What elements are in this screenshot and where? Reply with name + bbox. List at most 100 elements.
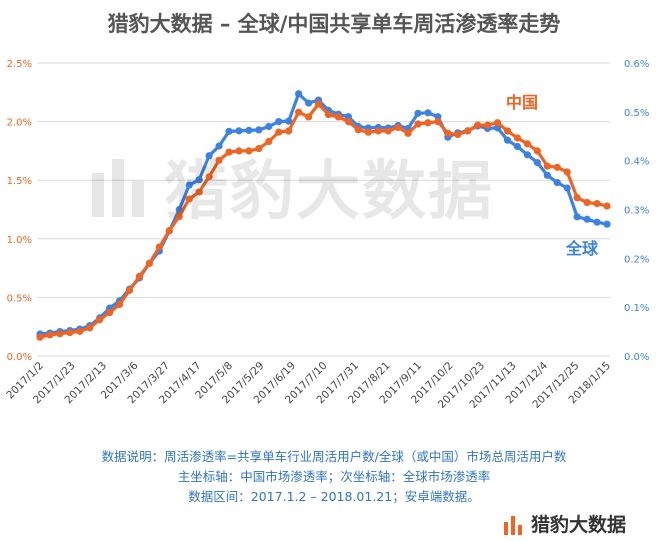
data-point-china [245, 147, 253, 155]
data-point-china [384, 127, 392, 135]
data-point-china [414, 120, 422, 128]
data-point-china [314, 100, 323, 108]
data-point-china [513, 134, 522, 142]
data-point-china [205, 173, 213, 181]
data-point-global [593, 218, 601, 226]
data-point-china [354, 126, 362, 134]
data-point-china [464, 127, 472, 135]
data-point-global [563, 184, 571, 192]
data-point-china [394, 123, 402, 132]
data-point-global [275, 118, 283, 126]
data-point-china [175, 212, 183, 221]
y-left-tick-label: 0.0% [7, 352, 32, 363]
data-point-china [523, 140, 532, 148]
data-point-global [185, 181, 193, 189]
data-point-global [533, 159, 541, 167]
data-point-china [444, 129, 452, 137]
line-chart: 0.0% 0.5% 1.0% 1.5% 2.0% 2.5% 0.0% 0.1% 0.2% 0.3%… [4, 59, 649, 411]
data-point-global [255, 126, 263, 134]
data-point-china [503, 127, 512, 135]
data-point-china [474, 121, 482, 129]
y-left-tick-label: 2.0% [7, 118, 32, 129]
page-title: 猎豹大数据 – 全球/中国共享单车周活渗透率走势 [107, 12, 561, 36]
annotation-global: 全球 [565, 239, 599, 258]
data-point-china [96, 316, 104, 324]
data-point-china [374, 127, 382, 135]
data-point-china [36, 333, 44, 341]
data-point-china [86, 324, 94, 332]
data-point-china [553, 163, 561, 171]
data-point-global [523, 151, 532, 159]
data-point-global [304, 99, 313, 107]
data-point-global [513, 142, 522, 151]
brand-name: 猎豹大数据 [531, 514, 627, 536]
data-point-global [285, 117, 293, 125]
data-point-china [573, 194, 581, 202]
data-point-china [533, 147, 541, 155]
y-left-tick-label: 1.0% [7, 235, 32, 246]
y-right-tick-label: 0.3% [624, 206, 649, 217]
data-point-global [195, 176, 203, 184]
data-point-china [563, 168, 571, 176]
y-left-tick-label: 2.5% [7, 59, 32, 70]
series-line-china [38, 102, 609, 339]
y-right-tick-label: 0.0% [624, 352, 649, 363]
data-point-china [145, 259, 154, 268]
data-point-china [344, 118, 352, 126]
data-point-global [573, 213, 581, 221]
data-point-china [275, 128, 283, 136]
data-point-china [404, 129, 412, 137]
y-right-tick-label: 0.4% [624, 157, 649, 168]
data-point-global [543, 171, 551, 179]
data-point-china [155, 243, 163, 251]
data-point-global [583, 215, 591, 223]
data-point-china [364, 128, 372, 136]
y-left-tick-label: 0.5% [7, 293, 32, 304]
data-point-global [424, 109, 432, 117]
data-point-china [484, 121, 492, 129]
data-point-china [115, 300, 124, 309]
data-point-china [295, 108, 303, 116]
data-point-china [46, 331, 54, 339]
data-point-global [553, 179, 561, 187]
data-point-china [125, 286, 134, 294]
data-point-china [265, 137, 273, 146]
data-point-china [185, 195, 193, 203]
data-point-china [76, 327, 84, 335]
data-point-global [225, 127, 233, 135]
data-point-global [245, 126, 253, 134]
y-right-tick-label: 0.2% [624, 254, 649, 265]
data-point-china [106, 309, 114, 317]
data-point-china [603, 202, 611, 210]
data-point-china [334, 113, 343, 121]
data-point-global [414, 109, 422, 117]
data-point-china [454, 130, 462, 139]
note-definition: 数据说明：周活渗透率=共享单车行业周活用户数/全球（或中国）市场总周活用户数 [101, 449, 567, 464]
data-point-global [215, 142, 223, 150]
data-point-china [324, 110, 333, 119]
data-point-global [205, 152, 213, 160]
data-point-china [66, 328, 74, 337]
data-point-global [503, 136, 512, 144]
data-point-china [165, 226, 173, 235]
note-range: 数据区间：2017.1.2 – 2018.01.21；安卓端数据。 [188, 489, 480, 504]
data-point-china [424, 119, 432, 127]
data-point-china [135, 272, 144, 280]
annotation-china: 中国 [506, 93, 538, 112]
note-axes: 主坐标轴：中国市场渗透率；次坐标轴：全球市场渗透率 [177, 469, 491, 484]
brand-logo: 猎豹大数据 [503, 510, 626, 537]
y-right-tick-label: 0.6% [624, 59, 649, 70]
y-right-tick-label: 0.1% [624, 303, 649, 314]
data-point-china [215, 156, 223, 164]
data-point-china [195, 188, 203, 196]
data-point-china [543, 162, 551, 170]
data-point-china [255, 144, 263, 153]
data-point-china [56, 330, 64, 338]
data-point-china [593, 200, 601, 208]
data-point-china [225, 148, 233, 156]
data-point-china [583, 198, 591, 207]
bars-logo-icon [504, 515, 522, 535]
data-point-china [235, 147, 243, 155]
data-point-china [304, 113, 313, 121]
y-right-tick-label: 0.5% [624, 108, 649, 119]
